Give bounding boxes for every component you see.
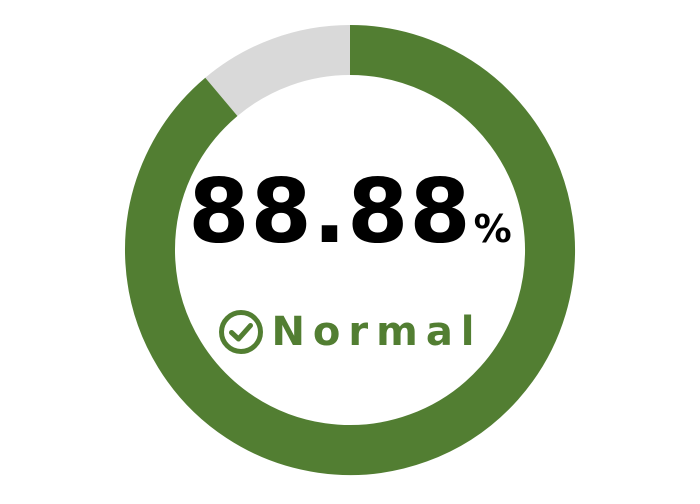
gauge-value-text: 88.88 [188, 160, 472, 263]
check-circle-icon [217, 308, 265, 356]
gauge-value-arc [125, 25, 575, 475]
status-label: Normal [271, 309, 483, 355]
gauge-value-readout: 88.88% [0, 168, 700, 256]
gauge-unit-text: % [473, 207, 512, 251]
gauge-track-arc [205, 25, 351, 117]
status-indicator: Normal [0, 308, 700, 356]
